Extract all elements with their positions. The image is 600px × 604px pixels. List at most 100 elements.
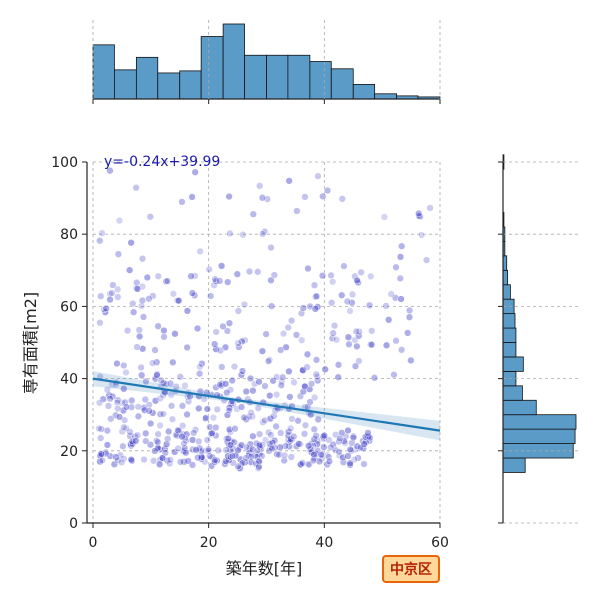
scatter-point (266, 440, 274, 448)
scatter-point (223, 388, 231, 397)
x-hist-bar (309, 61, 332, 100)
scatter-point (336, 434, 344, 443)
scatter-point (125, 266, 134, 274)
scatter-point (267, 243, 275, 252)
scatter-point (279, 330, 288, 338)
scatter-point (253, 446, 262, 454)
scatter-point (234, 339, 242, 347)
scatter-point (245, 412, 254, 421)
scatter-point (248, 412, 256, 421)
scatter-point (163, 277, 172, 285)
scatter-point (212, 277, 220, 285)
scatter-point (320, 443, 328, 451)
scatter-point (332, 336, 341, 344)
scatter-point (137, 302, 146, 310)
scatter-point (139, 345, 147, 353)
scatter-point (329, 278, 337, 286)
scatter-point (265, 356, 274, 364)
scatter-point (133, 278, 141, 287)
scatter-point (120, 455, 128, 463)
scatter-point (314, 376, 322, 385)
scatter-point (295, 440, 303, 448)
scatter-point (364, 429, 372, 437)
scatter-point (225, 192, 233, 201)
scatter-point (331, 446, 340, 454)
scatter-point (150, 457, 158, 465)
scatter-point (310, 425, 318, 433)
scatter-point (159, 410, 167, 418)
scatter-point (292, 331, 301, 339)
x-hist-bar (330, 68, 354, 100)
scatter-point (277, 429, 285, 437)
scatter-point (405, 306, 414, 315)
scatter-point (255, 457, 263, 465)
x-hist-bar (222, 23, 245, 100)
scatter-point (193, 324, 202, 333)
scatter-point (171, 330, 179, 338)
scatter-point (249, 432, 257, 440)
x-hist-bar (92, 44, 115, 100)
scatter-point (347, 446, 355, 455)
scatter-point (328, 299, 336, 307)
scatter-point (120, 361, 128, 370)
scatter-point (267, 276, 275, 284)
scatter-point (97, 425, 105, 433)
scatter-point (270, 412, 278, 420)
scatter-point (312, 292, 321, 300)
scatter-point (244, 451, 253, 460)
scatter-point (239, 231, 247, 239)
scatter-point (96, 457, 104, 466)
scatter-point (166, 459, 174, 468)
scatter-point (265, 447, 273, 455)
scatter-point (95, 399, 104, 407)
scatter-point (329, 329, 337, 337)
y-hist-bar (502, 414, 577, 430)
scatter-point (238, 337, 246, 346)
scatter-point (296, 392, 305, 400)
scatter-point (154, 272, 162, 280)
scatter-point (196, 247, 204, 256)
scatter-point (355, 357, 363, 365)
scatter-point (294, 417, 302, 425)
scatter-point (338, 429, 346, 437)
scatter-point (133, 285, 142, 293)
scatter-point (208, 429, 216, 437)
scatter-point (129, 308, 138, 316)
scatter-point (330, 322, 339, 330)
scatter-point (219, 322, 227, 331)
scatter-point (216, 277, 224, 285)
scatter-point (359, 444, 367, 453)
scatter-point (195, 404, 203, 413)
scatter-point (231, 425, 239, 433)
scatter-point (301, 193, 309, 201)
y-hist-bar (502, 385, 523, 401)
scatter-point (293, 207, 301, 215)
scatter-point (353, 342, 361, 351)
scatter-point (188, 289, 197, 297)
scatter-point (348, 290, 357, 299)
scatter-point (140, 455, 148, 464)
scatter-point (284, 323, 292, 332)
scatter-point (298, 336, 306, 344)
scatter-point (277, 381, 285, 389)
scatter-point (334, 361, 343, 369)
y-hist-bar (502, 284, 511, 300)
scatter-point (203, 436, 212, 444)
scatter-point (368, 341, 376, 349)
scatter-point (135, 326, 143, 334)
scatter-point (146, 419, 155, 428)
scatter-point (98, 456, 107, 464)
scatter-point (422, 256, 431, 264)
scatter-point (247, 408, 255, 417)
y-tick-label: 100 (51, 155, 78, 171)
scatter-point (261, 416, 269, 425)
scatter-point (312, 432, 320, 440)
scatter-point (228, 452, 237, 460)
scatter-point (120, 385, 128, 393)
scatter-point (203, 405, 212, 413)
scatter-point (280, 451, 289, 460)
scatter-point (311, 305, 319, 313)
scatter-point (160, 326, 168, 335)
scatter-point (145, 407, 153, 415)
scatter-point (104, 402, 113, 410)
